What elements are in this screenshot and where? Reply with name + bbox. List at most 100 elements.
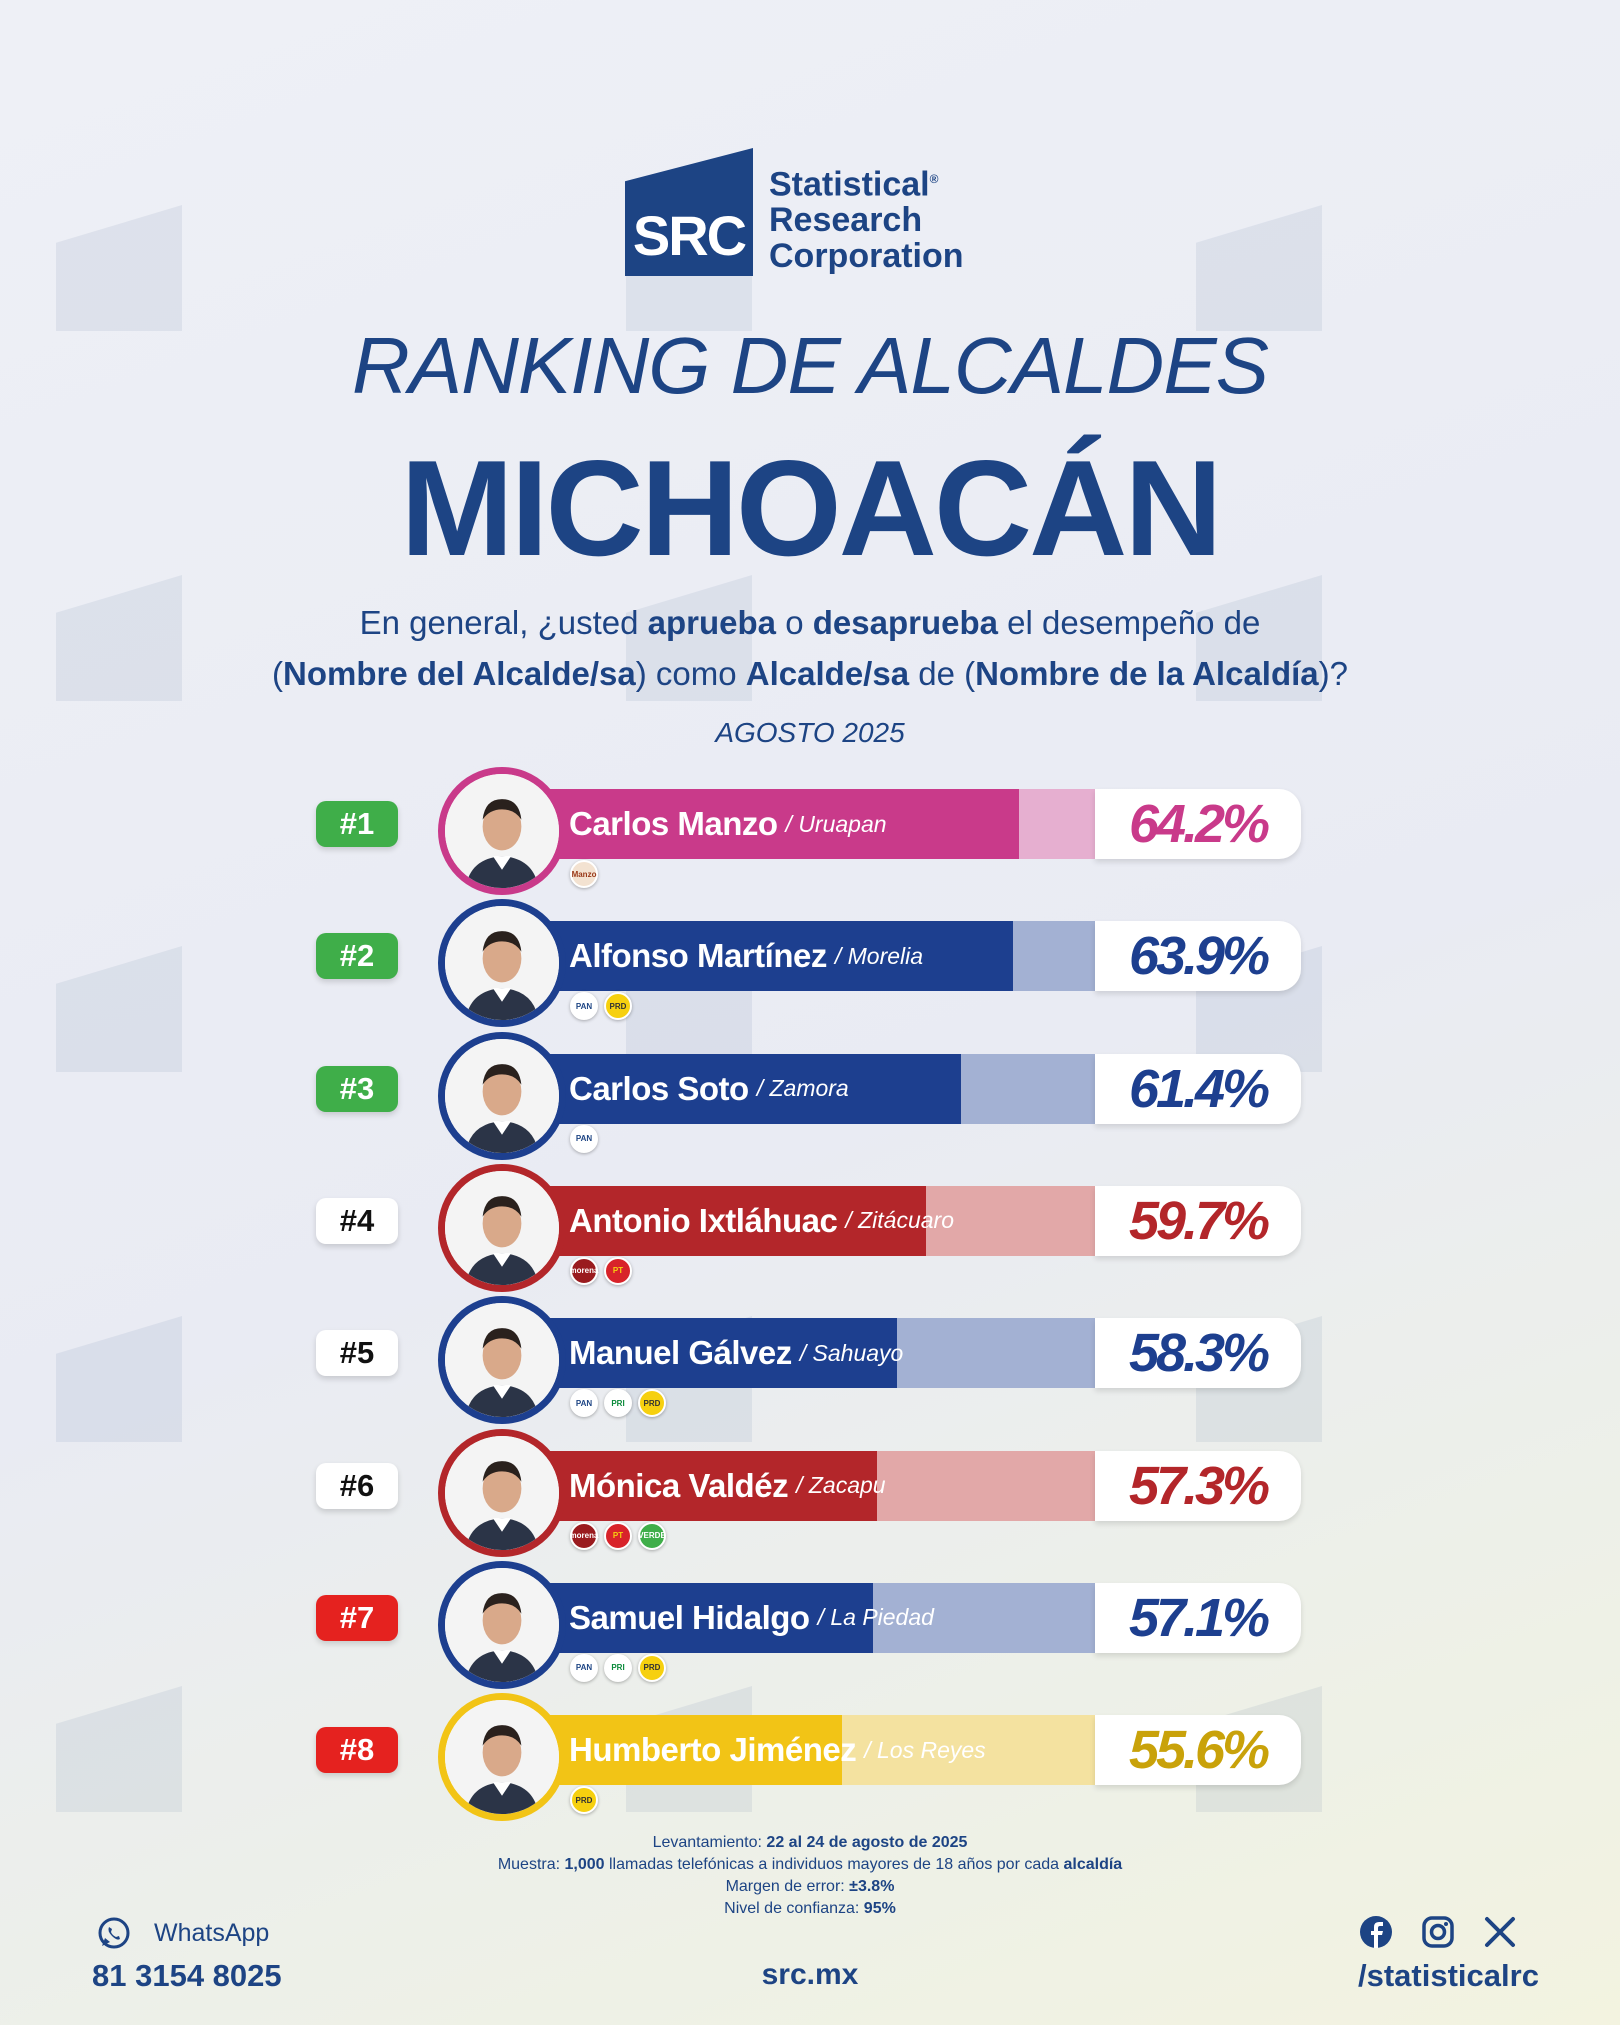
title-ranking: RANKING DE ALCALDES	[351, 321, 1269, 410]
candidate-city: / Morelia	[834, 942, 924, 969]
party-logos: PAN PRD	[570, 992, 632, 1021]
party-logo: PRD	[604, 992, 632, 1021]
src-logo: SRC Statistical® Research Corporation	[625, 148, 964, 276]
candidate-city: / Zitácuaro	[845, 1207, 954, 1234]
candidate-photo	[438, 1296, 566, 1425]
rank-badge: #2	[316, 933, 398, 980]
whatsapp-label: WhatsApp	[154, 1918, 270, 1947]
social-icons	[1359, 1915, 1517, 1949]
watermark-logo	[56, 205, 182, 331]
party-logo: PAN	[570, 992, 598, 1021]
party-logo: PRI	[604, 1653, 632, 1682]
party-logo: PT	[604, 1256, 632, 1285]
candidate-name: Antonio Ixtláhuac	[569, 1201, 838, 1239]
value-label: 55.6%	[1095, 1715, 1301, 1786]
watermark-logo	[626, 575, 752, 701]
watermark-logo	[56, 1686, 182, 1812]
candidate-label: Carlos Soto / Zamora	[569, 1054, 849, 1124]
methodology-notes: Levantamiento: 22 al 24 de agosto de 202…	[497, 1834, 1123, 1917]
candidate-label: Humberto Jiménez / Los Reyes	[569, 1715, 986, 1785]
candidate-city: / La Piedad	[817, 1604, 934, 1631]
rank-badge: #7	[316, 1594, 398, 1641]
party-logo: morena	[570, 1256, 598, 1285]
candidate-label: Carlos Manzo / Uruapan	[569, 789, 887, 859]
party-logos: Manzo	[570, 860, 598, 888]
candidate-name: Samuel Hidalgo	[569, 1598, 810, 1636]
logo-wordmark: Statistical® Research Corporation	[769, 165, 964, 275]
party-logos: PAN PRI PRD	[570, 1653, 666, 1682]
candidate-photo	[438, 767, 566, 895]
bar-value	[520, 789, 1020, 859]
bar-value	[520, 1715, 842, 1786]
bar-value	[520, 1450, 877, 1521]
party-logo: PAN	[570, 1124, 598, 1153]
candidate-photo	[438, 1163, 566, 1292]
phone-number[interactable]: 81 3154 8025	[92, 1958, 282, 1993]
candidate-photo	[438, 1560, 566, 1689]
rank-badge: #1	[316, 801, 398, 847]
rank-badge: #8	[316, 1727, 398, 1774]
rank-badge: #3	[316, 1065, 398, 1112]
logo-mark: SRC	[625, 148, 753, 276]
watermark-logo	[1196, 205, 1322, 331]
bar-value	[520, 1582, 873, 1653]
party-logo: PRI	[604, 1389, 632, 1418]
party-logo: PAN	[570, 1389, 598, 1418]
party-logo: Manzo	[570, 860, 598, 888]
watermark-logo	[56, 1316, 182, 1442]
value-label: 63.9%	[1095, 921, 1301, 992]
survey-date: AGOSTO 2025	[715, 717, 905, 748]
party-logo: PRD	[638, 1653, 666, 1682]
party-logos: morena PT	[570, 1256, 632, 1285]
rank-badge: #6	[316, 1462, 398, 1509]
party-logo: PRD	[570, 1786, 598, 1815]
candidate-photo	[438, 1428, 566, 1557]
bar-value	[520, 921, 1013, 992]
website-link[interactable]: src.mx	[761, 1958, 859, 1991]
candidate-name: Carlos Manzo	[569, 805, 778, 842]
title-state: MICHOACÁN	[400, 432, 1222, 584]
candidate-city: / Zacapu	[796, 1472, 886, 1498]
watermark-logo	[56, 946, 182, 1072]
rank-badge: #5	[316, 1330, 398, 1377]
value-label: 59.7%	[1095, 1185, 1301, 1256]
party-logos: PAN PRI PRD	[570, 1389, 666, 1418]
candidate-label: Samuel Hidalgo / La Piedad	[569, 1583, 934, 1653]
party-logo: PRD	[638, 1389, 666, 1418]
x-icon[interactable]	[1483, 1915, 1517, 1949]
party-logo: PAN	[570, 1653, 598, 1682]
watermark-logo	[56, 575, 182, 701]
social-handle[interactable]: /statisticalrc	[1358, 1958, 1539, 1993]
candidate-city: / Uruapan	[785, 810, 887, 837]
whatsapp-contact[interactable]: WhatsApp	[96, 1915, 269, 1951]
value-label: 61.4%	[1095, 1053, 1301, 1124]
candidate-label: Manuel Gálvez / Sahuayo	[569, 1318, 903, 1388]
candidate-photo	[438, 899, 566, 1028]
candidate-name: Humberto Jiménez	[569, 1731, 857, 1769]
bar-value	[520, 1185, 927, 1256]
bar-value	[520, 1318, 898, 1389]
party-logo: PT	[604, 1521, 632, 1550]
value-label: 57.3%	[1095, 1450, 1301, 1521]
candidate-photo	[438, 1693, 566, 1822]
watermark-logo	[1196, 575, 1322, 701]
candidate-label: Alfonso Martínez / Morelia	[569, 921, 923, 991]
candidate-name: Alfonso Martínez	[569, 937, 827, 975]
party-logos: PAN	[570, 1124, 598, 1153]
candidate-city: / Los Reyes	[864, 1736, 986, 1763]
candidate-name: Manuel Gálvez	[569, 1334, 792, 1372]
instagram-icon[interactable]	[1421, 1915, 1455, 1949]
value-label: 58.3%	[1095, 1318, 1301, 1389]
party-logos: PRD	[570, 1786, 598, 1815]
party-logo: VERDE	[638, 1521, 666, 1550]
candidate-city: / Sahuayo	[799, 1339, 904, 1366]
candidate-label: Antonio Ixtláhuac / Zitácuaro	[569, 1186, 954, 1256]
candidate-name: Carlos Soto	[569, 1069, 749, 1107]
candidate-photo	[438, 1031, 566, 1160]
rank-badge: #4	[316, 1197, 398, 1244]
candidate-label: Mónica Valdéz / Zacapu	[569, 1451, 886, 1521]
survey-question: En general, ¿usted aprueba o desaprueba …	[272, 604, 1348, 692]
whatsapp-icon	[98, 1917, 130, 1949]
facebook-icon[interactable]	[1359, 1915, 1393, 1949]
party-logos: morena PT VERDE	[570, 1521, 666, 1550]
